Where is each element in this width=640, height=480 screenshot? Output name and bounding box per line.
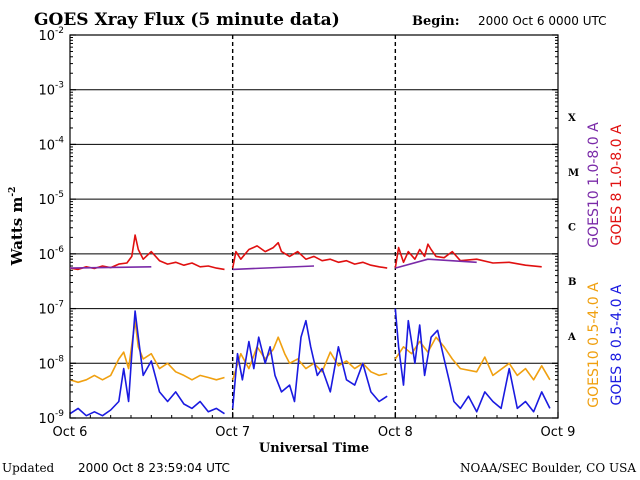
flare-class-labels: A B C M X xyxy=(567,113,579,343)
footer-updated-value: 2000 Oct 8 23:59:04 UTC xyxy=(78,461,230,475)
flare-class-label: A xyxy=(567,332,576,343)
y-axis-label: Watts m-2 xyxy=(8,187,26,267)
x-axis-label: Universal Time xyxy=(259,441,369,456)
y-tick-label: 10-3 xyxy=(38,81,64,99)
flare-class-label: M xyxy=(568,168,579,179)
chart-title: GOES Xray Flux (5 minute data) xyxy=(34,10,340,30)
series-line xyxy=(394,308,551,413)
series-line xyxy=(69,310,225,417)
series-line xyxy=(231,241,388,269)
legend: GOES10 1.0-8.0 A GOES 8 1.0-8.0 A GOES10 0… xyxy=(586,122,625,408)
legend-entry: GOES 8 0.5-4.0 A xyxy=(609,284,625,405)
y-axis-label-text: Watts m xyxy=(8,197,26,267)
series-line xyxy=(394,243,542,269)
x-tick-label: Oct 6 xyxy=(53,425,88,440)
legend-entry: GOES 8 1.0-8.0 A xyxy=(609,124,625,245)
y-tick-label: 10-8 xyxy=(38,354,64,372)
y-axis-label-exponent: -2 xyxy=(8,187,18,197)
footer-credit: NOAA/SEC Boulder, CO USA xyxy=(460,461,636,475)
series-line xyxy=(69,266,152,269)
y-tick-label: 10-5 xyxy=(38,190,64,208)
legend-entry: GOES10 0.5-4.0 A xyxy=(586,282,602,408)
series-line xyxy=(231,336,388,381)
y-tick-label: 10-4 xyxy=(38,135,64,153)
series-line xyxy=(395,258,477,269)
svg-text:Watts m-2: Watts m-2 xyxy=(8,187,26,267)
series-line xyxy=(69,319,225,384)
grid xyxy=(70,35,558,418)
y-tick-label: 10-6 xyxy=(38,245,64,263)
x-tick-label: Oct 7 xyxy=(215,425,250,440)
series-line xyxy=(394,336,551,381)
x-tick-label: Oct 8 xyxy=(378,425,413,440)
series-lines xyxy=(69,234,551,417)
y-axis-ticks: 10-9 10-8 10-7 10-6 10-5 10-4 10-3 10-2 xyxy=(38,26,558,427)
legend-entry: GOES10 1.0-8.0 A xyxy=(586,122,602,248)
x-tick-label: Oct 9 xyxy=(541,425,576,440)
flare-class-label: B xyxy=(568,277,576,288)
series-line xyxy=(231,319,388,409)
y-tick-label: 10-7 xyxy=(38,300,64,318)
footer-updated-label: Updated xyxy=(2,461,55,475)
y-tick-label: 10-2 xyxy=(38,26,64,44)
begin-value: 2000 Oct 6 0000 UTC xyxy=(478,14,607,28)
y-tick-label: 10-9 xyxy=(38,409,64,427)
series-line xyxy=(69,234,225,271)
x-axis-ticks: Oct 6 Oct 7 Oct 8 Oct 9 xyxy=(53,412,576,440)
flare-class-label: X xyxy=(568,113,576,124)
begin-label: Begin: xyxy=(412,14,460,29)
flare-class-label: C xyxy=(568,223,576,234)
series-line xyxy=(232,265,315,271)
